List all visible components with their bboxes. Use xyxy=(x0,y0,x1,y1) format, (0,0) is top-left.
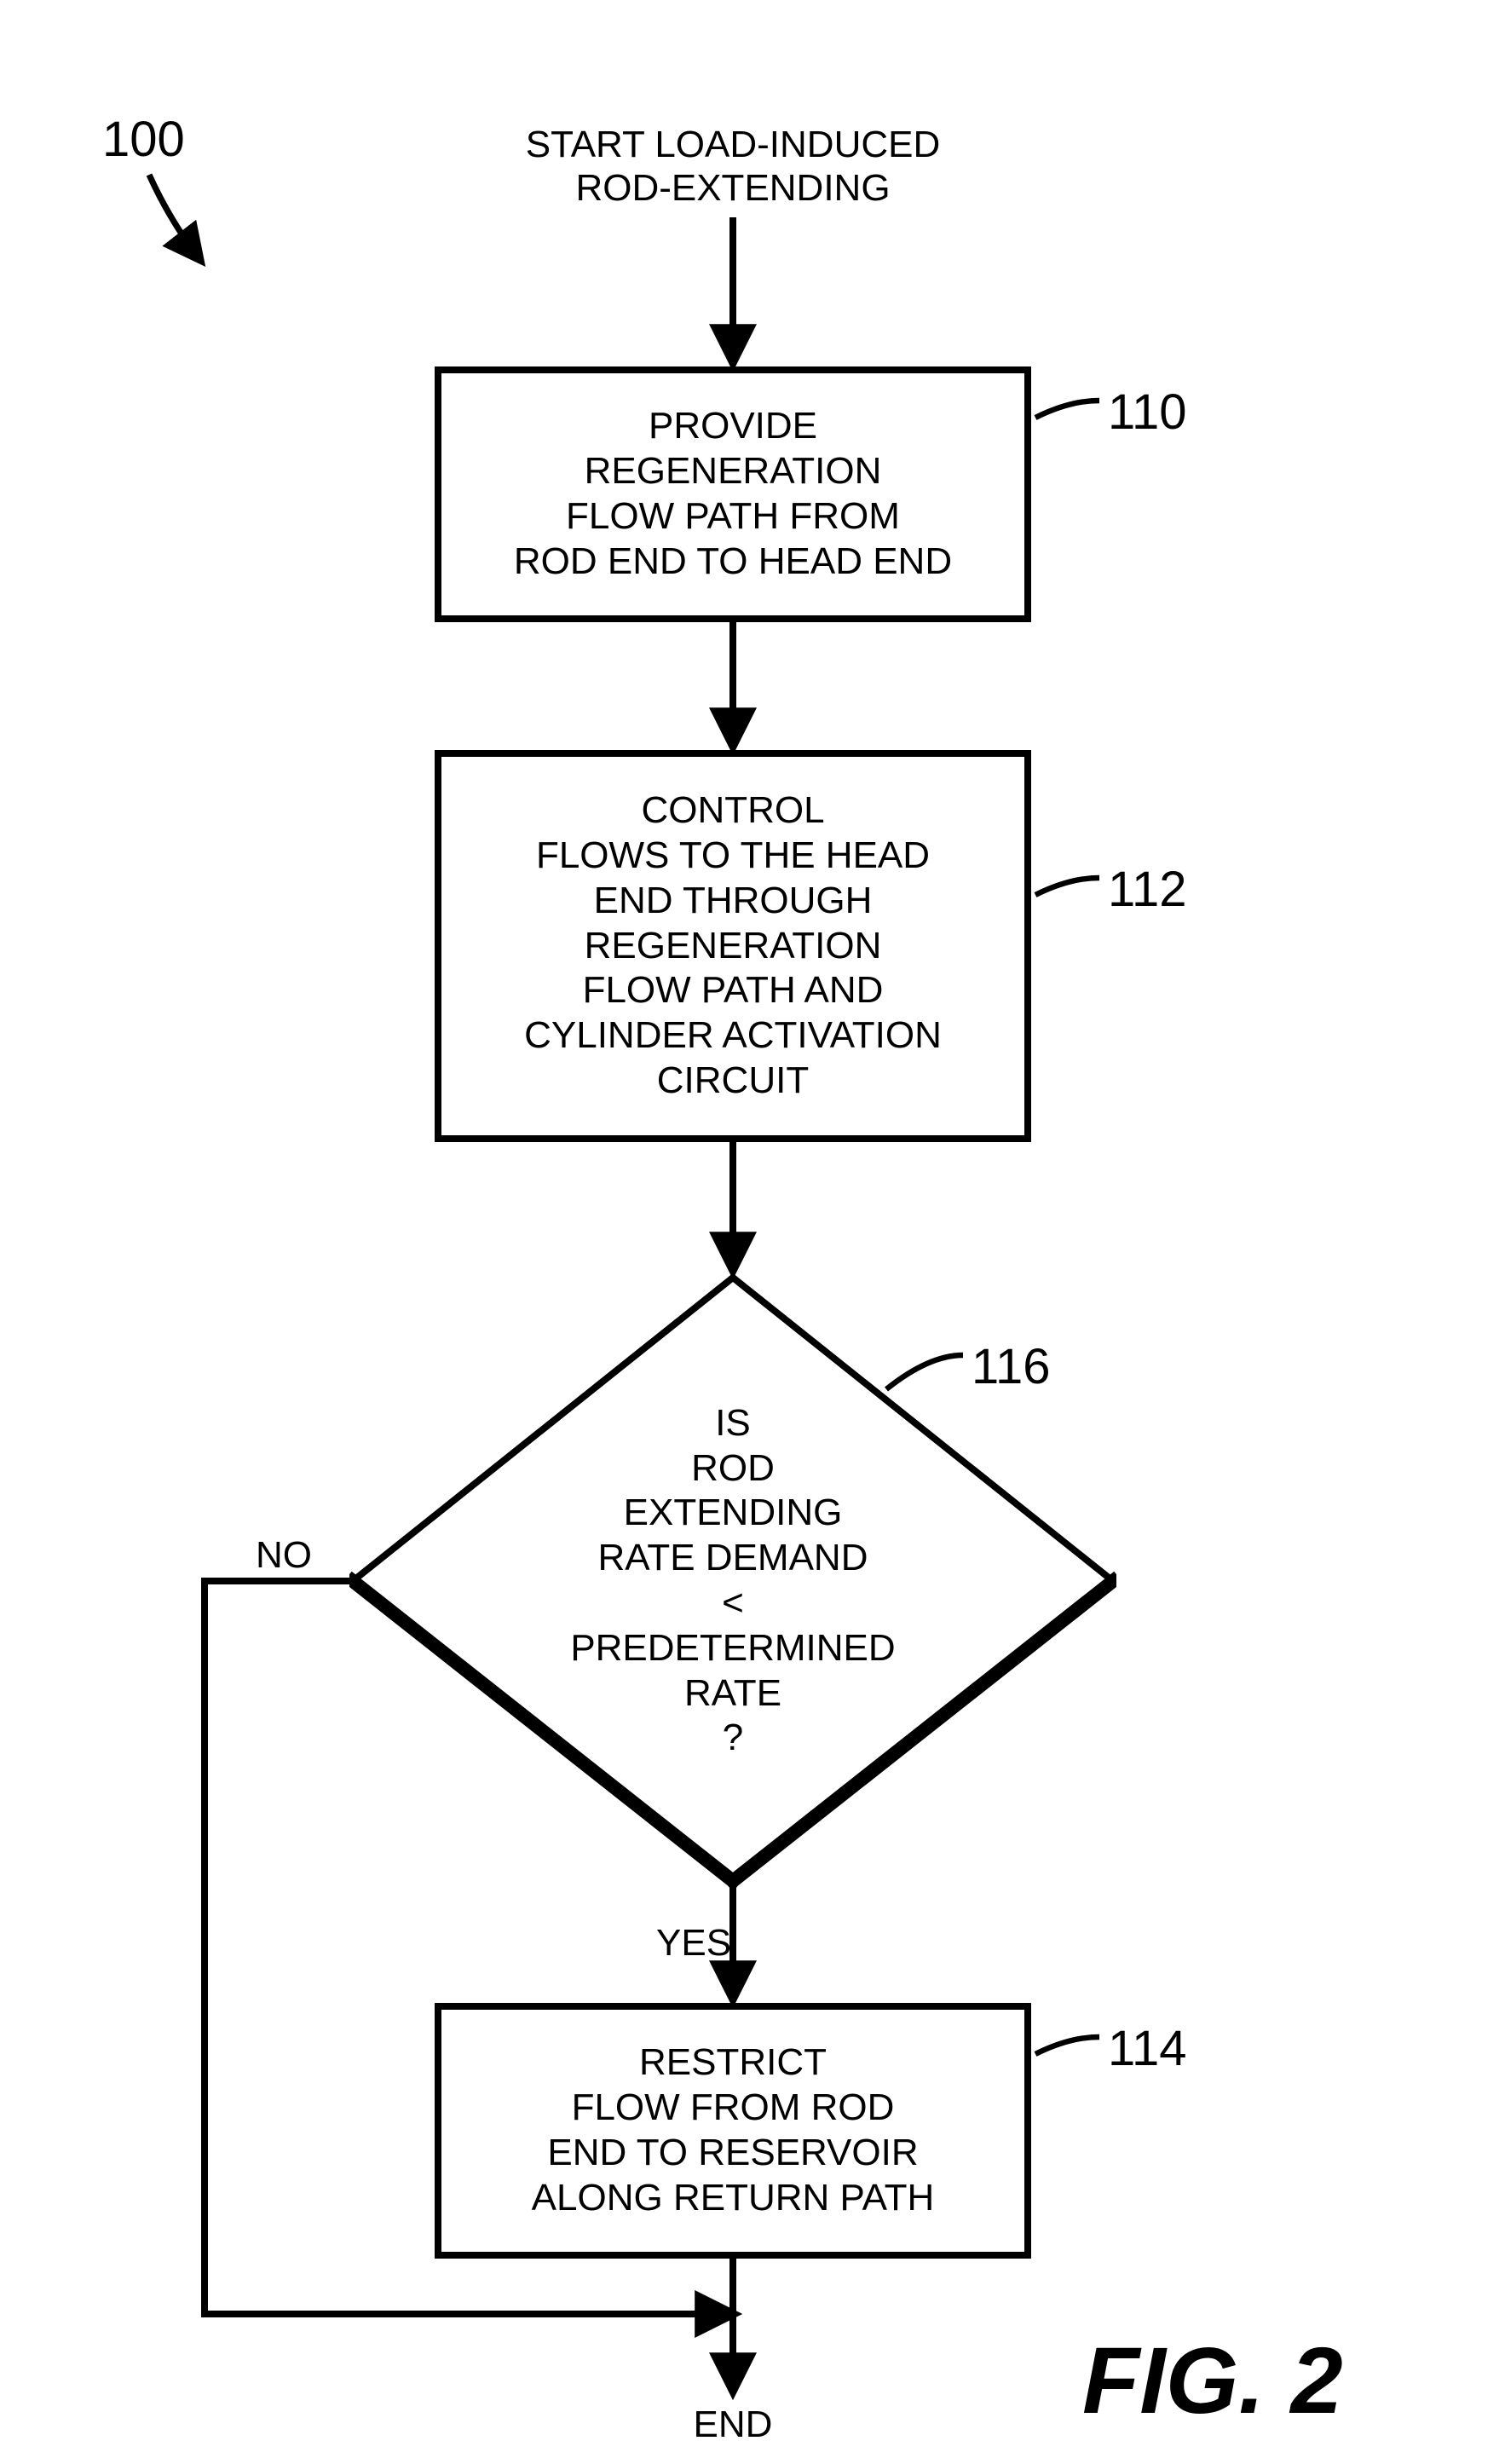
flowchart-canvas: 100 START LOAD-INDUCED ROD-EXTENDING PRO… xyxy=(0,0,1505,2464)
connector-overlay xyxy=(0,0,1505,2464)
